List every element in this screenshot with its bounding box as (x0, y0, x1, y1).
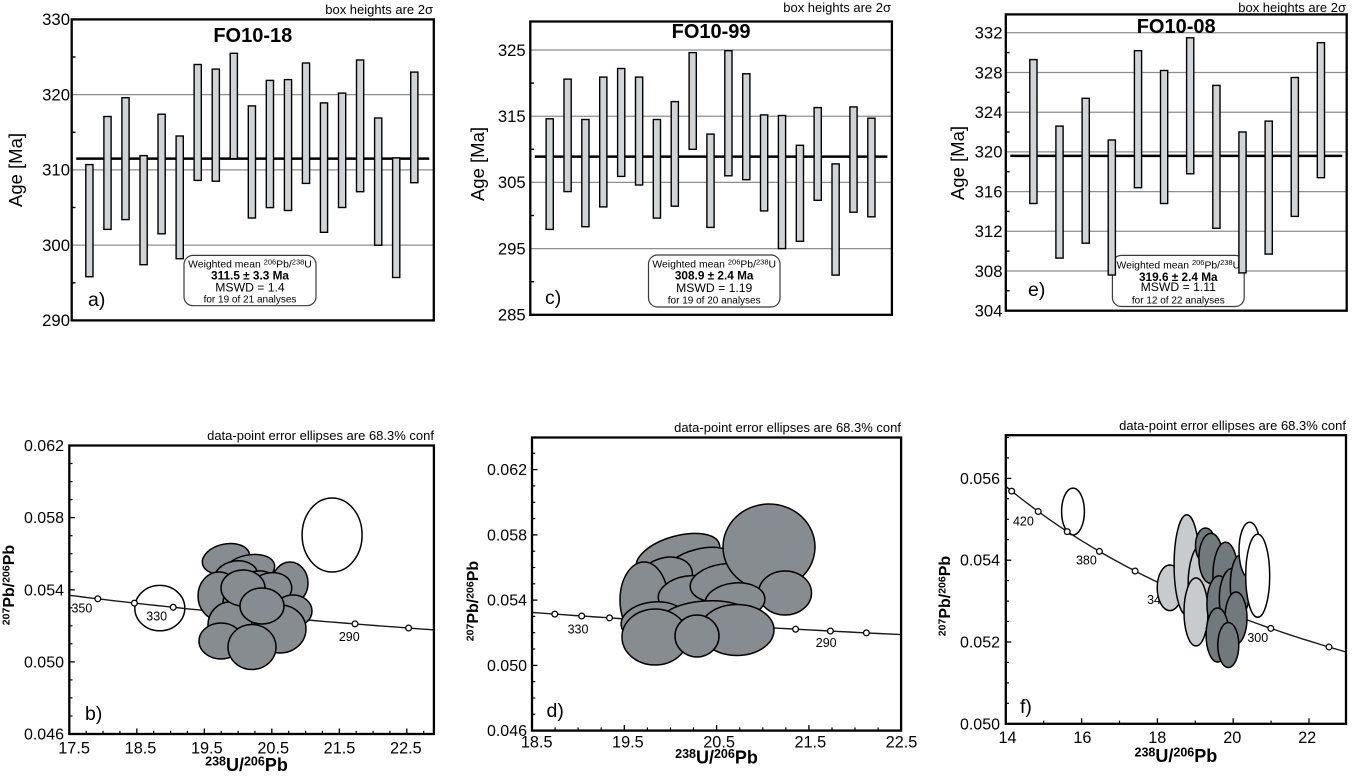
svg-text:21.5: 21.5 (324, 739, 356, 757)
svg-text:16: 16 (1073, 729, 1091, 747)
svg-text:22: 22 (1298, 729, 1316, 747)
svg-text:21.5: 21.5 (794, 734, 826, 752)
svg-text:MSWD = 1.11: MSWD = 1.11 (1141, 280, 1217, 294)
svg-text:0.054: 0.054 (960, 553, 1000, 570)
svg-text:325: 325 (498, 41, 526, 60)
svg-text:0.052: 0.052 (960, 635, 1000, 652)
svg-text:20.5: 20.5 (703, 734, 735, 752)
svg-text:22.5: 22.5 (390, 739, 422, 757)
svg-text:Age [Ma]: Age [Ma] (467, 127, 488, 201)
svg-text:f): f) (1020, 696, 1032, 718)
svg-text:320: 320 (42, 85, 70, 104)
svg-text:0.062: 0.062 (24, 438, 64, 455)
svg-text:a): a) (88, 289, 105, 311)
svg-text:290: 290 (42, 311, 70, 330)
svg-text:308: 308 (975, 262, 1003, 281)
svg-text:14: 14 (998, 729, 1016, 747)
svg-text:18: 18 (1148, 729, 1166, 747)
svg-text:295: 295 (498, 239, 526, 258)
svg-text:316: 316 (975, 182, 1003, 201)
svg-text:290: 290 (339, 630, 360, 644)
svg-text:311.5 ± 3.3 Ma: 311.5 ± 3.3 Ma (211, 268, 289, 282)
svg-text:238U/206Pb: 238U/206Pb (205, 755, 288, 776)
svg-text:MSWD = 1.19: MSWD = 1.19 (676, 281, 752, 295)
svg-text:380: 380 (1076, 554, 1097, 568)
svg-text:420: 420 (1013, 515, 1034, 529)
svg-text:305: 305 (498, 173, 526, 192)
svg-text:330: 330 (568, 623, 589, 637)
svg-text:data-point error ellipses are: data-point error ellipses are 68.3% conf (207, 428, 434, 443)
svg-text:328: 328 (975, 63, 1003, 82)
svg-text:c): c) (545, 287, 561, 309)
svg-text:data-point error ellipses are: data-point error ellipses are 68.3% conf (1119, 418, 1346, 433)
svg-text:FO10-08: FO10-08 (1137, 16, 1216, 38)
svg-text:0.050: 0.050 (24, 654, 64, 671)
svg-text:0.058: 0.058 (487, 527, 527, 544)
svg-text:22.5: 22.5 (886, 734, 918, 752)
svg-text:20.5: 20.5 (257, 739, 289, 757)
svg-text:0.046: 0.046 (487, 723, 527, 740)
svg-text:304: 304 (975, 302, 1003, 321)
svg-text:332: 332 (975, 24, 1003, 43)
svg-text:for 12 of 22 analyses: for 12 of 22 analyses (1132, 296, 1225, 307)
svg-text:FO10-99: FO10-99 (672, 21, 751, 43)
svg-text:312: 312 (975, 222, 1003, 241)
svg-text:330: 330 (146, 610, 167, 624)
svg-text:207Pb/206Pb: 207Pb/206Pb (937, 556, 955, 637)
svg-text:0.046: 0.046 (24, 727, 64, 744)
svg-text:0.050: 0.050 (487, 658, 527, 675)
svg-text:20: 20 (1223, 729, 1241, 747)
svg-text:Weighted mean 206Pb/238U: Weighted mean 206Pb/238U (188, 258, 312, 271)
svg-text:Age [Ma]: Age [Ma] (947, 126, 968, 200)
svg-text:for 19 of 20 analyses: for 19 of 20 analyses (668, 296, 761, 307)
svg-text:19.5: 19.5 (612, 734, 644, 752)
svg-text:324: 324 (975, 103, 1003, 122)
svg-text:e): e) (1028, 279, 1045, 301)
svg-text:Weighted mean 206Pb/238U: Weighted mean 206Pb/238U (652, 257, 776, 270)
svg-text:18.5: 18.5 (521, 734, 553, 752)
svg-text:box heights are 2σ: box heights are 2σ (1238, 0, 1346, 15)
svg-text:d): d) (547, 700, 564, 722)
svg-text:19.5: 19.5 (191, 739, 223, 757)
svg-text:207Pb/206Pb: 207Pb/206Pb (465, 561, 483, 642)
svg-text:207Pb/206Pb: 207Pb/206Pb (1, 545, 19, 626)
svg-text:FO10-18: FO10-18 (213, 25, 292, 47)
svg-text:0.050: 0.050 (960, 716, 1000, 733)
svg-text:319.6 ± 2.4 Ma: 319.6 ± 2.4 Ma (1139, 270, 1218, 284)
svg-text:b): b) (85, 703, 102, 725)
svg-text:238U/206Pb: 238U/206Pb (675, 747, 758, 768)
svg-text:300: 300 (42, 236, 70, 255)
svg-text:box heights are 2σ: box heights are 2σ (783, 0, 891, 15)
svg-text:data-point error ellipses are: data-point error ellipses are 68.3% conf (674, 420, 901, 435)
svg-text:300: 300 (1247, 631, 1268, 645)
svg-text:285: 285 (498, 306, 526, 325)
svg-text:0.054: 0.054 (487, 593, 527, 610)
svg-text:350: 350 (71, 602, 92, 616)
svg-text:18.5: 18.5 (125, 739, 157, 757)
svg-text:MSWD = 1.4: MSWD = 1.4 (215, 281, 285, 295)
svg-text:315: 315 (498, 107, 526, 126)
svg-text:290: 290 (816, 636, 837, 650)
svg-text:320: 320 (975, 143, 1003, 162)
svg-text:330: 330 (42, 10, 70, 29)
svg-text:310: 310 (42, 161, 70, 180)
svg-text:for 19 of 21 analyses: for 19 of 21 analyses (204, 295, 297, 306)
svg-text:box heights are 2σ: box heights are 2σ (325, 2, 433, 17)
svg-text:17.5: 17.5 (58, 739, 90, 757)
svg-text:Weighted mean 206Pb/238U: Weighted mean 206Pb/238U (1116, 258, 1240, 271)
svg-text:0.056: 0.056 (960, 471, 1000, 488)
svg-text:238U/206Pb: 238U/206Pb (1135, 746, 1218, 767)
svg-text:308.9 ± 2.4 Ma: 308.9 ± 2.4 Ma (675, 269, 754, 283)
svg-text:0.054: 0.054 (24, 582, 64, 599)
svg-text:Age [Ma]: Age [Ma] (5, 133, 26, 207)
svg-text:0.058: 0.058 (24, 510, 64, 527)
svg-text:0.062: 0.062 (487, 462, 527, 479)
